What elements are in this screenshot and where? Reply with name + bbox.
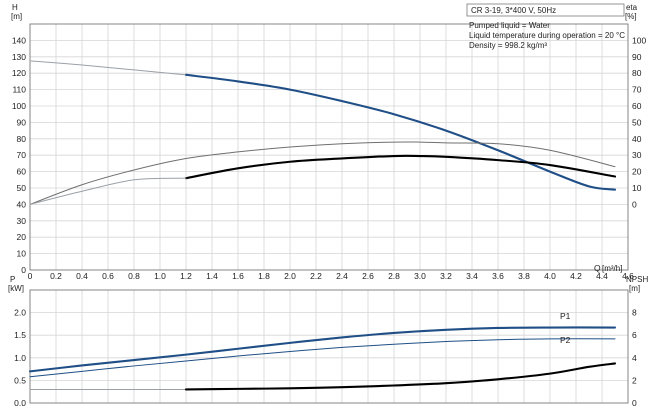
y-left-tick-label-bottom: 0.0 [14,398,26,408]
top-x-axis-ticks: 0 0.2 0.4 0.6 0.8 1.0 1.2 1.4 1.6 1.8 2.0 2.2 2.4 2.6… [28,271,635,281]
x-axis-label: Q [594,263,601,273]
y-right-tick-label: 0 [632,199,637,209]
y-right-tick-label: 30 [632,150,642,160]
top-right-axis-ticks: 0 10 20 30 40 50 60 70 80 90 100 [632,35,646,209]
pump-model-label: CR 3-19, 3*400 V, 50Hz [471,6,556,15]
y-right-tick-label-bottom: 8 [632,308,637,318]
y-left-tick-label-bottom: 2.0 [14,308,26,318]
y-left-tick-label-bottom: 1.5 [14,330,26,340]
y-left-tick-label: 110 [12,85,26,95]
y-left-tick-label: 0 [21,265,26,275]
y-left-tick-label: 60 [17,167,27,177]
bottom-right-axis-ticks: 0 2 4 6 8 [632,308,637,408]
pump-model-box [466,3,625,17]
x-tick-label: 4.2 [570,271,582,281]
y-right-tick-label: 100 [632,35,646,45]
x-tick-label: 3.4 [466,271,478,281]
y-left-tick-label: 130 [12,52,26,62]
x-tick-label: 2.2 [310,271,322,281]
y-left-unit-top: [m] [11,12,22,21]
y-left-tick-label: 10 [17,249,27,259]
x-tick-label: 3.8 [518,271,530,281]
y-right-unit-bottom: [m] [629,284,640,293]
y-right-tick-label: 80 [632,68,642,78]
x-tick-label: 0.2 [50,271,62,281]
head-efficiency-panel: 0 10 20 30 40 50 60 70 80 90 100 110 120 130 140 0 10 20… [11,3,646,281]
y-left-tick-label: 50 [17,183,27,193]
y-right-tick-label-bottom: 4 [632,353,637,363]
x-tick-label: 3.0 [414,271,426,281]
x-tick-label: 1.0 [154,271,166,281]
power-npsh-panel: 0.0 0.5 1.0 1.5 2.0 0 2 4 6 8 P [kW] NPSH [m] P1… [8,275,648,408]
y-left-tick-label-bottom: 0.5 [14,375,26,385]
info-line-1: Pumped liquid = Water [469,21,550,30]
x-tick-label: 4.0 [544,271,556,281]
x-tick-label: 2.8 [388,271,400,281]
x-tick-label: 4.4 [596,271,608,281]
x-tick-label: 0.8 [128,271,140,281]
top-plot-frame [29,23,629,271]
top-series-0-line [29,60,187,76]
y-right-tick-label: 40 [632,134,642,144]
y-left-tick-label: 70 [17,150,27,160]
x-tick-label: 2.4 [336,271,348,281]
top-grid [29,24,629,271]
y-left-tick-label: 20 [17,232,27,242]
top-series-2-line [29,141,616,205]
y-right-label-top: eta [626,3,638,12]
y-right-tick-label: 70 [632,85,642,95]
bottom-grid [29,290,629,404]
top-series [29,60,617,205]
top-series-3-line [184,154,617,180]
y-right-tick-label-bottom: 6 [632,330,637,340]
y-left-label-bottom: P [10,275,15,284]
y-right-tick-label-bottom: 2 [632,375,637,385]
y-right-unit-top: [%] [625,12,637,21]
x-tick-label: 2.0 [284,271,296,281]
bottom-series-1-line [29,338,616,378]
y-right-tick-label: 90 [632,52,642,62]
y-left-tick-label: 90 [17,117,27,127]
top-left-axis-ticks: 0 10 20 30 40 50 60 70 80 90 100 110 120 130 140 [12,35,26,275]
legend-p2: P2 [560,335,571,345]
info-line-2: Liquid temperature during operation = 20… [469,31,625,40]
y-right-tick-label: 60 [632,101,642,111]
y-left-unit-bottom: [kW] [8,284,24,293]
x-tick-label: 0 [28,271,33,281]
y-right-label-bottom: NPSH [626,275,648,284]
y-left-label-top: H [12,3,18,12]
x-tick-label: 1.8 [258,271,270,281]
y-left-tick-label: 100 [12,101,26,111]
y-right-tick-label: 20 [632,167,642,177]
y-left-tick-label: 140 [12,35,26,45]
x-tick-label: 3.6 [492,271,504,281]
bottom-series [28,326,617,391]
x-tick-label: 0.6 [102,271,114,281]
bottom-series-0-line [28,326,617,373]
bottom-left-axis-ticks: 0.0 0.5 1.0 1.5 2.0 [14,308,26,408]
bottom-series-3-line [184,362,617,391]
legend-p1: P1 [560,311,571,321]
y-left-tick-label: 80 [17,134,27,144]
y-left-tick-label: 40 [17,199,27,209]
x-tick-label: 1.4 [206,271,218,281]
top-series-4-line [29,177,187,205]
bottom-plot-frame [29,289,629,404]
x-tick-label: 2.6 [362,271,374,281]
y-right-tick-label: 10 [632,183,642,193]
x-tick-label: 3.2 [440,271,452,281]
x-tick-label: 0.4 [76,271,88,281]
y-right-tick-label-bottom: 0 [632,398,637,408]
x-axis-unit: [m³/h] [602,264,622,273]
y-left-tick-label-bottom: 1.0 [14,353,26,363]
info-line-3: Density = 998.2 kg/m³ [469,41,547,50]
x-tick-label: 4.6 [622,271,634,281]
y-left-tick-label: 30 [17,216,27,226]
x-tick-label: 1.6 [232,271,244,281]
x-tick-label: 1.2 [180,271,192,281]
top-series-1-line [184,73,617,191]
y-left-tick-label: 120 [12,68,26,78]
y-right-tick-label: 50 [632,117,642,127]
